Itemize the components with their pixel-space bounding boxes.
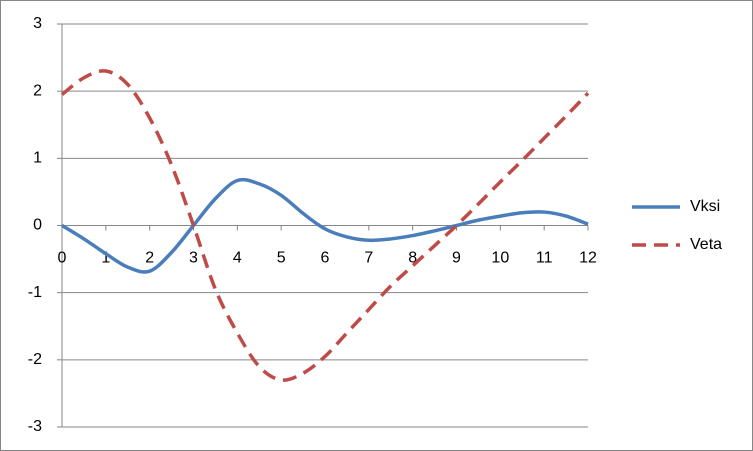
line [60, 69, 590, 382]
x-tick-label: 4 [233, 250, 242, 267]
x-tick-label: 11 [536, 250, 553, 267]
y-tick-label: -2 [28, 351, 42, 368]
legend-label: Vksi [690, 198, 720, 215]
x-tick-label: 7 [364, 250, 373, 267]
x-tick-label: 8 [408, 250, 417, 267]
y-tick-label: 1 [33, 150, 42, 167]
y-tick-label: 2 [33, 82, 42, 99]
x-tick-label: 3 [189, 250, 198, 267]
y-tick-label: -1 [28, 284, 42, 301]
legend-label: Veta [690, 236, 722, 253]
x-tick-label: 9 [452, 250, 461, 267]
x-tick-label: 1 [101, 250, 110, 267]
x-tick-label: 5 [277, 250, 286, 267]
x-tick-label: 10 [491, 250, 509, 267]
x-tick-label: 12 [579, 250, 597, 267]
x-tick-label: 6 [321, 250, 330, 267]
y-tick-label: 0 [33, 217, 42, 234]
line [61, 177, 589, 274]
x-tick-label: 0 [58, 250, 67, 267]
y-tick-label: 3 [33, 15, 42, 32]
x-tick-label: 2 [145, 250, 154, 267]
y-tick-label: -3 [28, 418, 42, 435]
